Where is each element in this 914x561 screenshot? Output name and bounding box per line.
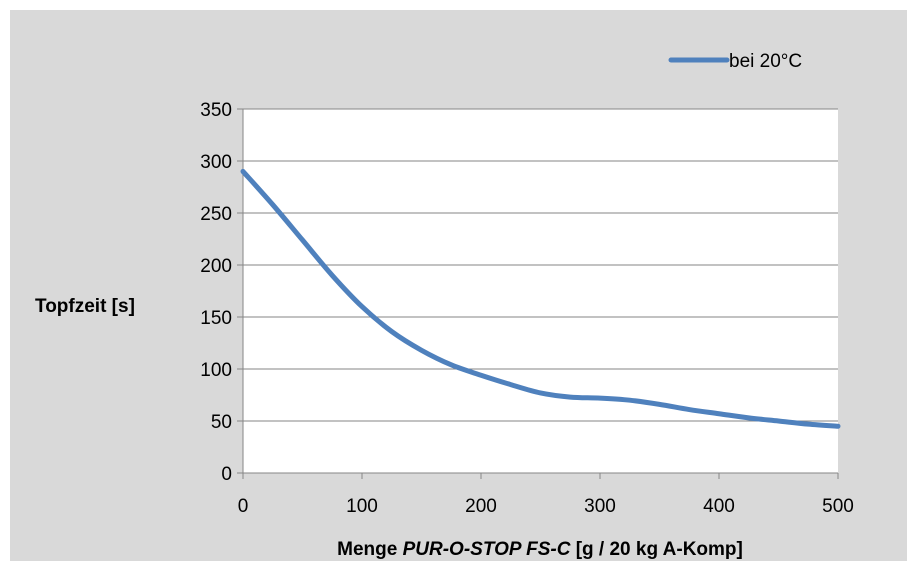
y-tick-label: 250: [200, 204, 232, 225]
x-tick-label: 300: [584, 496, 616, 517]
y-tick-label: 350: [200, 100, 232, 121]
x-tick-label: 400: [703, 496, 735, 517]
gridlines: [243, 108, 838, 422]
x-axis-title-product: PUR-O-STOP FS-C: [403, 539, 571, 560]
y-tick-label: 300: [200, 152, 232, 173]
plot-area: [243, 109, 838, 473]
y-axis-title: Topfzeit [s]: [35, 296, 135, 317]
y-tick-label: 150: [200, 308, 232, 329]
series-layer: [240, 168, 841, 429]
tick-labels: 0 50 100 150 200 250 300 350 0 100 200 300 400 500: [200, 100, 854, 517]
y-tick-label: 200: [200, 256, 232, 277]
series-line-0: [240, 168, 841, 429]
x-tick-label: 100: [346, 496, 378, 517]
y-tick-label: 100: [200, 360, 232, 381]
x-axis-title: Menge PUR-O-STOP FS-C [g / 20 kg A-Komp]: [337, 539, 743, 560]
x-axis-title-suffix: [g / 20 kg A-Komp]: [570, 539, 742, 560]
x-axis-title-prefix: Menge: [337, 539, 402, 560]
legend-label: bei 20°C: [729, 51, 802, 72]
x-tick-label: 500: [822, 496, 854, 517]
x-tick-label: 200: [465, 496, 497, 517]
y-tick-label: 50: [211, 412, 232, 433]
legend: bei 20°C: [668, 51, 802, 72]
x-tick-label: 0: [238, 496, 249, 517]
y-tick-label: 0: [221, 464, 232, 485]
